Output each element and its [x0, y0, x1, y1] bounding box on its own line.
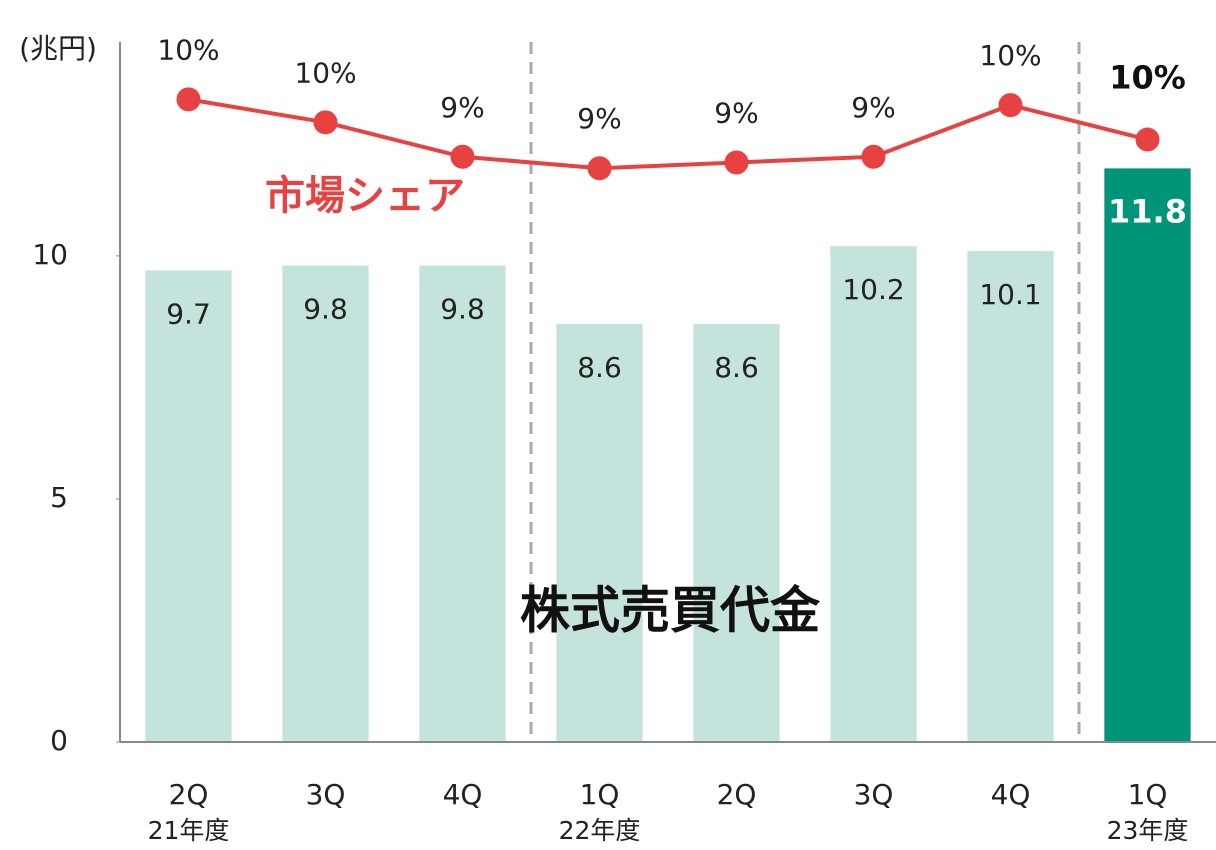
bar-value-label: 9.8: [303, 293, 348, 326]
bar: [830, 246, 917, 742]
bar: [145, 270, 232, 742]
year-label: 21年度: [148, 816, 230, 845]
bar: [967, 251, 1054, 742]
bar: [282, 265, 369, 742]
share-point: [1135, 127, 1160, 152]
share-point: [861, 144, 886, 169]
share-value-label: 10%: [157, 33, 219, 66]
bar-value-label: 11.8: [1108, 192, 1187, 230]
share-value-label: 9%: [714, 96, 758, 129]
x-tick-label: 2Q: [717, 778, 757, 811]
year-label: 23年度: [1107, 816, 1189, 845]
x-tick-label: 4Q: [443, 778, 483, 811]
share-point: [450, 144, 475, 169]
bar-value-label: 10.2: [842, 273, 904, 306]
share-value-label: 10%: [979, 39, 1041, 72]
x-tick-label: 3Q: [854, 778, 894, 811]
bar: [419, 265, 506, 742]
x-tick-label: 3Q: [306, 778, 346, 811]
y-tick-label: 0: [50, 724, 68, 757]
bar-series-name: 株式売買代金: [520, 582, 821, 640]
share-value-label: 10%: [294, 56, 356, 89]
share-value-label: 9%: [851, 91, 895, 124]
bar-value-label: 8.6: [714, 351, 759, 384]
y-tick-label: 5: [50, 481, 68, 514]
share-point: [176, 87, 201, 112]
y-tick-label: 10: [32, 238, 68, 271]
bar-value-label: 10.1: [979, 278, 1041, 311]
share-value-label: 10%: [1109, 59, 1186, 97]
x-tick-label: 1Q: [580, 778, 620, 811]
y-unit: (兆円): [19, 32, 97, 65]
year-label: 22年度: [559, 816, 641, 845]
share-point: [587, 156, 612, 181]
share-value-label: 9%: [577, 102, 621, 135]
share-point: [998, 93, 1023, 118]
x-tick-label: 4Q: [991, 778, 1031, 811]
bar-value-label: 9.7: [166, 297, 211, 330]
bar-value-label: 8.6: [577, 351, 622, 384]
share-point: [724, 150, 749, 175]
x-tick-label: 2Q: [169, 778, 209, 811]
share-line: [188, 97, 1148, 171]
bar-value-label: 9.8: [440, 293, 485, 326]
bar: [693, 323, 780, 742]
line-series-name: 市場シェア: [265, 173, 465, 219]
bar: [556, 323, 643, 742]
share-point: [313, 110, 338, 135]
x-tick-label: 1Q: [1128, 778, 1168, 811]
share-value-label: 9%: [440, 91, 484, 124]
bar: [1104, 168, 1191, 742]
